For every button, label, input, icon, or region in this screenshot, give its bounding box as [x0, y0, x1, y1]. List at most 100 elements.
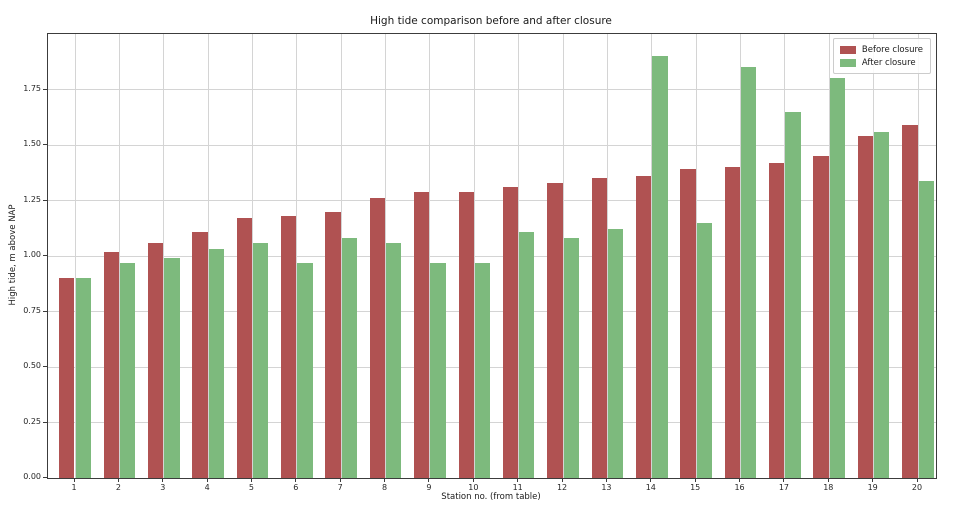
bar-after-station-17	[785, 111, 801, 478]
bar-after-station-5	[252, 242, 269, 478]
gridline-x-12	[562, 34, 564, 478]
bar-before-station-17	[769, 162, 785, 478]
bar-before-station-13	[591, 178, 607, 478]
gridline-x-11	[518, 34, 520, 478]
y-tick-label-0.00: 0.00	[23, 472, 41, 481]
x-tick-mark-13	[605, 478, 607, 482]
x-tick-mark-5	[250, 478, 252, 482]
bar-before-station-4	[192, 231, 208, 478]
y-tick-mark-0.50	[43, 366, 47, 367]
bar-before-station-6	[281, 216, 297, 478]
bar-after-station-16	[741, 67, 757, 478]
bar-after-station-13	[607, 229, 624, 478]
bar-before-station-20	[902, 125, 918, 478]
bar-before-station-16	[724, 167, 741, 478]
x-tick-mark-3	[162, 478, 164, 482]
gridline-x-5	[251, 34, 253, 478]
gridline-x-4	[207, 34, 209, 478]
x-tick-mark-20	[916, 478, 918, 482]
bar-after-station-8	[386, 242, 402, 478]
bar-before-station-14	[636, 176, 652, 478]
x-tick-mark-7	[339, 478, 341, 482]
bar-before-station-5	[236, 218, 252, 478]
x-tick-mark-10	[472, 478, 474, 482]
gridline-x-15	[695, 34, 697, 478]
x-tick-label-6: 6	[293, 483, 299, 492]
bar-before-station-1	[59, 278, 75, 478]
bar-after-station-2	[119, 262, 136, 478]
gridline-x-17	[784, 34, 786, 478]
x-tick-label-8: 8	[382, 483, 388, 492]
bar-before-station-11	[502, 187, 519, 478]
x-tick-label-2: 2	[115, 483, 121, 492]
x-tick-mark-4	[206, 478, 208, 482]
bar-after-station-10	[474, 262, 491, 478]
gridline-x-2	[118, 34, 120, 478]
bar-before-station-2	[103, 251, 119, 478]
bar-after-station-1	[75, 278, 91, 478]
x-tick-label-4: 4	[204, 483, 210, 492]
y-tick-label-1.50: 1.50	[23, 139, 41, 148]
gridline-x-8	[385, 34, 387, 478]
bar-after-station-14	[652, 56, 668, 478]
gridline-x-9	[429, 34, 431, 478]
x-tick-mark-8	[384, 478, 386, 482]
y-tick-mark-1.75	[43, 88, 47, 90]
y-tick-label-0.75: 0.75	[23, 305, 41, 315]
x-tick-label-19: 19	[867, 483, 878, 492]
x-tick-mark-6	[295, 478, 297, 482]
legend-label-after-closure: After closure	[861, 57, 916, 68]
bar-after-station-6	[297, 262, 313, 478]
y-tick-mark-0.75	[43, 310, 47, 312]
gridline-x-16	[740, 34, 742, 478]
bar-after-station-4	[208, 249, 224, 478]
bar-after-station-12	[563, 238, 579, 478]
x-tick-label-9: 9	[426, 483, 432, 492]
bar-after-station-20	[918, 180, 934, 478]
x-tick-label-5: 5	[248, 483, 255, 492]
bar-after-station-11	[519, 231, 535, 478]
bar-after-station-15	[696, 222, 712, 478]
bar-after-station-3	[164, 258, 180, 478]
x-tick-label-14: 14	[645, 483, 656, 492]
chart-title: High tide comparison before and after cl…	[370, 15, 612, 27]
x-tick-label-16: 16	[734, 483, 745, 492]
gridline-y-1.75	[48, 89, 936, 90]
x-tick-label-20: 20	[911, 483, 923, 492]
x-tick-mark-9	[428, 478, 430, 482]
x-tick-mark-17	[783, 478, 785, 482]
x-tick-label-11: 11	[512, 483, 523, 492]
bar-before-station-18	[813, 156, 829, 478]
bar-before-station-19	[857, 136, 874, 478]
x-tick-label-17: 17	[778, 483, 789, 492]
legend-swatch-before-closure	[839, 45, 856, 54]
y-tick-label-1.00: 1.00	[23, 250, 41, 259]
gridline-x-7	[340, 34, 342, 478]
x-tick-mark-15	[694, 478, 696, 482]
y-tick-mark-1.50	[43, 144, 47, 145]
gridline-x-18	[828, 34, 830, 478]
bar-before-station-7	[325, 211, 341, 478]
bar-before-station-10	[458, 191, 474, 478]
legend-swatch-after-closure	[839, 58, 856, 67]
y-tick-mark-1.25	[43, 199, 47, 201]
gridline-y-1.25	[48, 200, 936, 201]
bar-before-station-3	[147, 242, 164, 478]
x-tick-label-3: 3	[160, 483, 166, 492]
x-tick-mark-1	[73, 478, 75, 482]
legend-item-before: Before closure	[839, 43, 923, 56]
bar-before-station-9	[414, 191, 430, 478]
x-tick-label-1: 1	[71, 483, 77, 492]
x-tick-mark-16	[739, 478, 741, 482]
y-tick-label-0.25: 0.25	[23, 416, 41, 426]
x-tick-label-10: 10	[468, 483, 479, 492]
gridline-y-0.50	[48, 366, 936, 368]
y-tick-label-1.25: 1.25	[23, 194, 41, 204]
y-tick-mark-0.25	[43, 421, 47, 423]
gridline-x-10	[473, 34, 475, 478]
y-tick-mark-1.00	[43, 255, 47, 256]
gridline-x-13	[606, 34, 608, 478]
gridline-y-0.25	[48, 422, 936, 423]
plot-area: Before closure After closure	[47, 33, 937, 479]
